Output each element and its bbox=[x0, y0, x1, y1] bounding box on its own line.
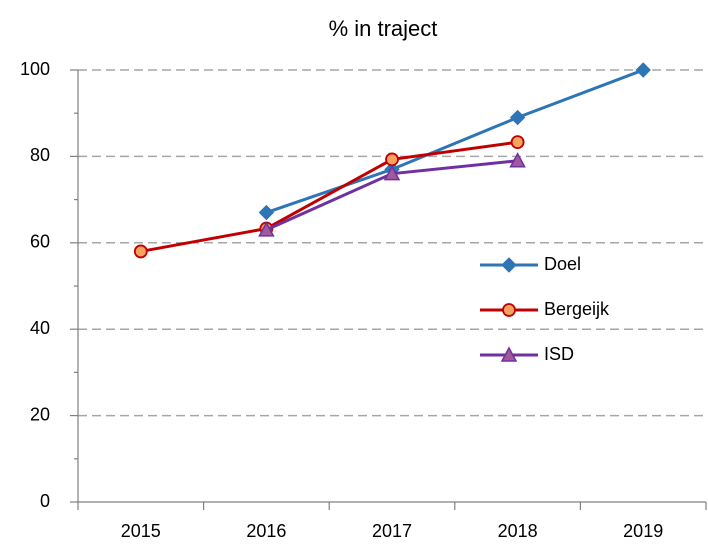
legend-label: ISD bbox=[544, 344, 574, 364]
y-tick-label: 80 bbox=[30, 145, 50, 165]
x-tick-label: 2018 bbox=[498, 521, 538, 541]
legend-label: Doel bbox=[544, 254, 581, 274]
x-tick-label: 2019 bbox=[623, 521, 663, 541]
legend-marker bbox=[501, 257, 517, 273]
legend-marker bbox=[500, 346, 518, 362]
x-tick-label: 2016 bbox=[246, 521, 286, 541]
y-tick-label: 100 bbox=[20, 59, 50, 79]
legend-marker bbox=[502, 303, 516, 317]
data-point bbox=[383, 165, 401, 181]
data-point bbox=[385, 152, 399, 167]
y-tick-label: 40 bbox=[30, 318, 50, 338]
legend-label: Bergeijk bbox=[544, 299, 610, 319]
y-tick-label: 0 bbox=[40, 491, 50, 511]
data-point bbox=[509, 109, 526, 126]
data-point bbox=[509, 152, 526, 168]
chart-title: % in traject bbox=[329, 16, 438, 41]
data-point bbox=[635, 62, 651, 78]
x-tick-label: 2015 bbox=[121, 521, 161, 541]
series-line bbox=[265, 68, 644, 214]
data-point bbox=[133, 244, 148, 259]
x-tick-label: 2017 bbox=[372, 521, 412, 541]
y-tick-label: 60 bbox=[30, 232, 50, 252]
series-line bbox=[140, 140, 518, 253]
y-tick-label: 20 bbox=[30, 404, 50, 424]
data-point bbox=[258, 204, 275, 221]
data-point bbox=[510, 135, 525, 150]
data-point bbox=[258, 221, 275, 237]
